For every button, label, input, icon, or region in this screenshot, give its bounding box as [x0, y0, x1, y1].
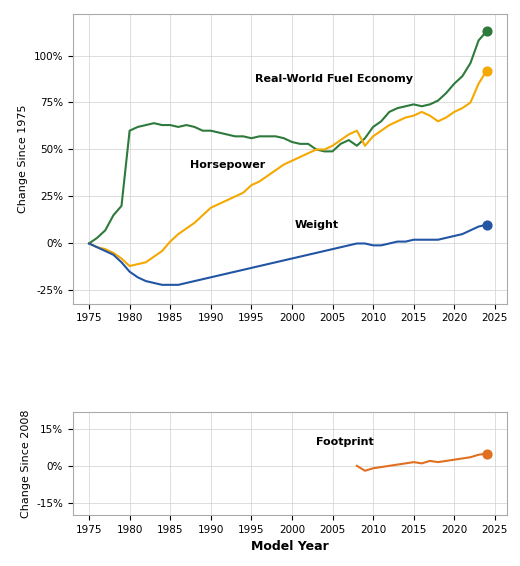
Point: [483, 66, 491, 75]
Y-axis label: Change Since 1975: Change Since 1975: [18, 105, 28, 213]
Point: [483, 449, 491, 458]
Text: Footprint: Footprint: [316, 437, 374, 447]
Y-axis label: Change Since 2008: Change Since 2008: [21, 409, 31, 518]
Point: [483, 27, 491, 36]
Text: Horsepower: Horsepower: [190, 160, 265, 170]
Text: Weight: Weight: [294, 220, 339, 230]
Text: Real-World Fuel Economy: Real-World Fuel Economy: [255, 74, 413, 84]
Point: [483, 220, 491, 229]
X-axis label: Model Year: Model Year: [251, 541, 329, 554]
